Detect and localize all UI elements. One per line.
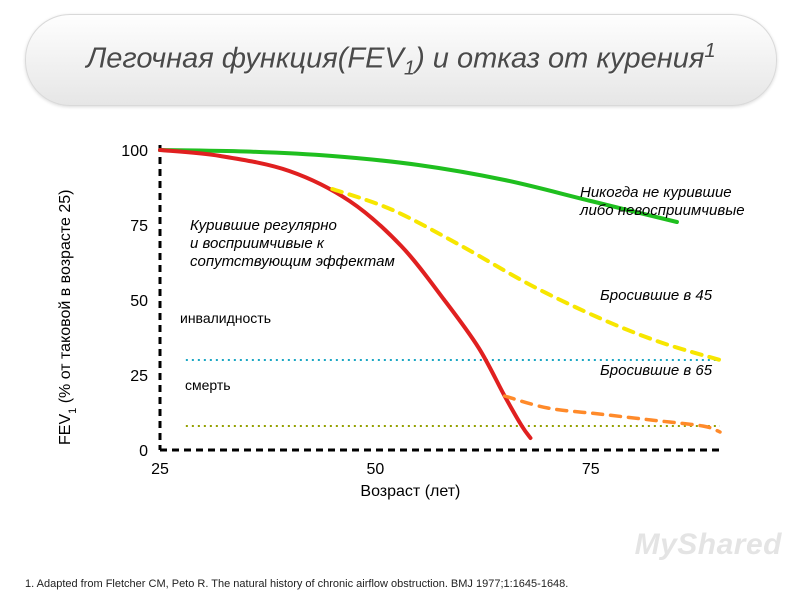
series-label-quit65: Бросившие в 65 [600, 362, 713, 379]
series-label-never: Никогда не курившие [580, 184, 732, 201]
threshold-label-death: смерть [185, 377, 231, 393]
y-tick-label: 0 [139, 443, 148, 460]
series-label-susceptible: Курившие регулярно [190, 217, 337, 234]
chart-svg: 0255075100255075Возраст (лет)FEV1 (% от … [40, 125, 780, 530]
x-axis-label: Возраст (лет) [360, 483, 460, 500]
series-susceptible [160, 150, 530, 438]
x-tick-label: 75 [582, 461, 600, 478]
y-tick-label: 25 [130, 368, 148, 385]
y-tick-label: 75 [130, 218, 148, 235]
citation-text: 1. Adapted from Fletcher CM, Peto R. The… [25, 578, 568, 590]
page-title: Легочная функция(FEV1) и отказ от курени… [86, 39, 715, 82]
series-label-susceptible: и восприимчивые к [190, 235, 325, 252]
y-tick-label: 50 [130, 293, 148, 310]
watermark: MyShared [635, 528, 782, 562]
y-tick-label: 100 [121, 143, 148, 160]
series-label-never: либо невосприимчивые [579, 202, 745, 219]
threshold-label-disability: инвалидность [180, 310, 271, 326]
x-tick-label: 50 [366, 461, 384, 478]
series-label-susceptible: сопутствующим эффектам [190, 253, 395, 270]
series-label-quit45: Бросившие в 45 [600, 287, 713, 304]
fletcher-chart: 0255075100255075Возраст (лет)FEV1 (% от … [40, 125, 780, 530]
title-banner: Легочная функция(FEV1) и отказ от курени… [25, 14, 777, 106]
x-tick-label: 25 [151, 461, 169, 478]
